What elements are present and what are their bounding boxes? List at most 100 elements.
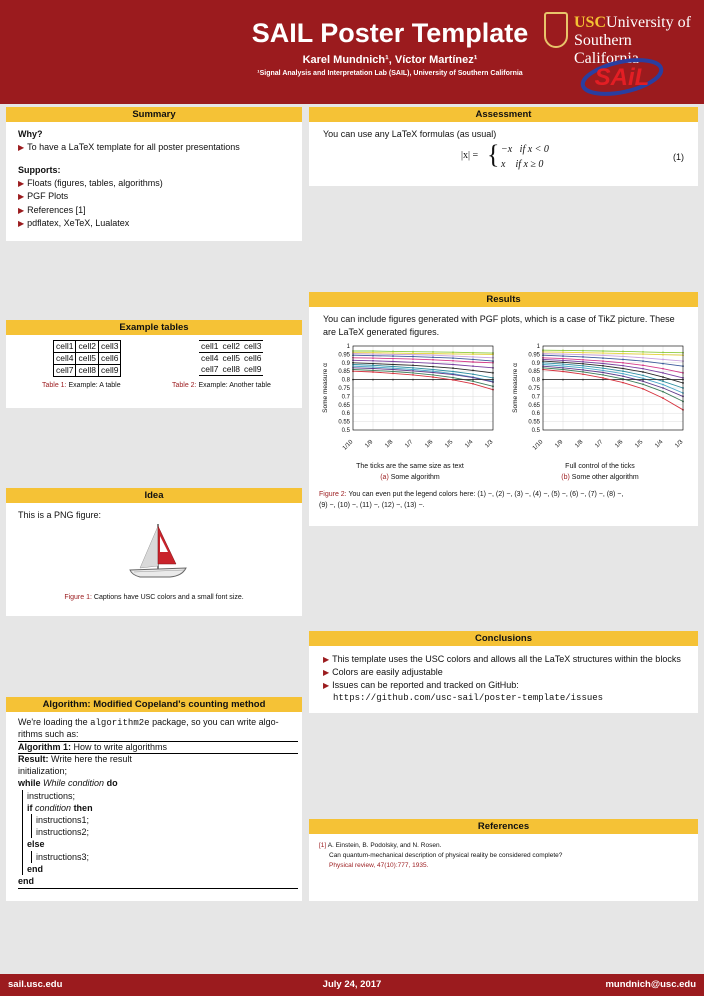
data-point [392, 360, 394, 363]
references-block: References [1] A. Einstein, B. Podolsky,… [309, 819, 698, 901]
data-point [472, 361, 474, 363]
series-line-5 [352, 357, 494, 364]
series-line-13 [352, 370, 494, 391]
y-tick-label: 0.5 [342, 428, 351, 434]
data-point [472, 369, 474, 372]
series-line-1 [542, 349, 684, 354]
footer-email[interactable]: mundnich@usc.edu [605, 979, 696, 990]
data-point [372, 369, 374, 372]
data-point [452, 352, 454, 355]
series-line-5 [542, 357, 684, 374]
y-tick-label: 0.65 [528, 403, 540, 409]
data-point [372, 351, 374, 354]
data-point [602, 377, 604, 379]
y-axis-label: Some measure α [322, 363, 329, 413]
usc-logo-line1: University of [606, 14, 691, 31]
x-tick-label: 1/3 [484, 439, 495, 450]
data-point [642, 371, 644, 373]
data-point [452, 357, 454, 359]
data-point [602, 350, 604, 352]
conclusions-item: ▶ Colors are easily adjustable [323, 667, 443, 677]
data-point [412, 371, 414, 374]
chart-a: 1 0.95 0.9 0.85 0.8 0.75 0.7 0.65 0.6 0.55 0.5 1/10… [322, 344, 495, 452]
data-point [372, 371, 374, 373]
data-point [412, 358, 414, 361]
sail-logo-icon: SAiL [580, 58, 664, 96]
figure-1-caption: Figure 1: Captions have USC colors and a… [64, 594, 244, 601]
data-point [642, 360, 644, 363]
x-tick-label: 1/4 [654, 439, 665, 450]
data-point [562, 365, 564, 367]
y-tick-label: 0.75 [528, 386, 540, 392]
github-url[interactable]: https://github.com/usc-sail/poster-templ… [333, 693, 604, 703]
poster-affiliation: ¹Signal Analysis and Interpretation Lab … [257, 70, 523, 77]
x-tick-label: 1/5 [444, 439, 455, 450]
y-tick-label: 0.5 [532, 428, 541, 434]
series-line-7 [352, 362, 494, 374]
why-heading: Why? [18, 129, 43, 139]
y-tick-label: 0.8 [342, 378, 351, 384]
assessment-text: You can use any LaTeX formulas (as usual… [323, 129, 497, 139]
x-tick-label: 1/8 [574, 439, 585, 450]
data-point [432, 352, 434, 355]
data-point [582, 373, 584, 376]
data-point [432, 356, 434, 359]
data-point [662, 397, 664, 399]
data-point [472, 365, 474, 368]
x-tick-label: 1/6 [614, 439, 625, 450]
poster-title: SAIL Poster Template [251, 18, 529, 48]
data-point [622, 350, 624, 353]
data-point [642, 387, 644, 390]
chart-b-caption: (b) Some other algorithm [561, 474, 639, 481]
data-point [412, 378, 414, 381]
plot-frame [542, 345, 684, 431]
data-point [582, 378, 584, 381]
data-point [662, 358, 664, 361]
data-point [432, 350, 434, 353]
results-block: Results You can include figures generate… [309, 292, 698, 526]
data-point [562, 370, 564, 373]
data-point [452, 376, 454, 379]
data-point [642, 383, 644, 386]
data-point [622, 361, 624, 364]
x-tick-label: 1/9 [364, 439, 375, 450]
data-point [602, 362, 604, 365]
series-line-11 [542, 367, 684, 402]
equation-number: (1) [673, 152, 684, 162]
data-point [582, 368, 584, 371]
supports-heading: Supports: [18, 165, 61, 175]
data-point [602, 357, 604, 359]
idea-text: This is a PNG figure: [18, 510, 102, 520]
data-point [562, 359, 564, 362]
data-point [602, 367, 604, 370]
data-point [372, 366, 374, 368]
data-point [582, 370, 584, 373]
data-point [392, 368, 394, 371]
algorithm-body: Result: Write here the result initializa… [18, 753, 298, 887]
results-text: You can include figures generated with P… [323, 314, 675, 337]
assessment-block: Assessment You can use any LaTeX formula… [309, 107, 698, 186]
data-point [642, 353, 644, 355]
y-axis-label: Some measure α [512, 363, 519, 413]
series-line-3 [352, 353, 494, 359]
series-line-6 [352, 359, 494, 369]
data-point [472, 378, 474, 381]
why-item: ▶ To have a LaTeX template for all poster… [18, 141, 240, 152]
data-point [472, 351, 474, 354]
data-point [582, 351, 584, 354]
y-tick-label: 0.85 [528, 369, 540, 375]
footer-website[interactable]: sail.usc.edu [8, 979, 63, 990]
series-line-8 [542, 362, 684, 389]
y-tick-label: 0.6 [342, 411, 351, 417]
x-tick-label: 1/10 [342, 439, 355, 452]
series-line-2 [353, 352, 494, 355]
data-point [452, 363, 454, 366]
data-point [562, 353, 564, 355]
data-point [452, 351, 454, 354]
x-tick-label: 1/7 [404, 439, 415, 450]
series-line-9 [542, 364, 684, 394]
data-point [582, 366, 584, 369]
y-tick-label: 0.95 [528, 352, 540, 358]
data-point [372, 354, 374, 357]
data-point [452, 359, 454, 362]
